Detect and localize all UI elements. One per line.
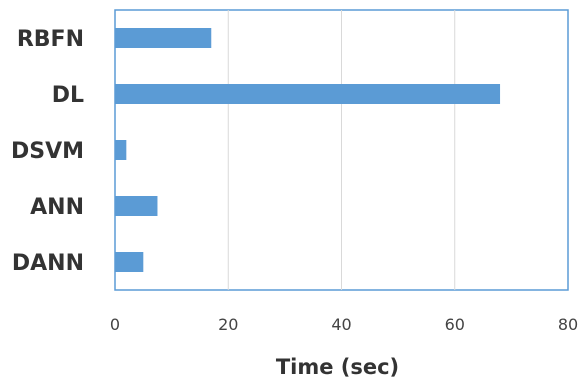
grid-lines <box>227 10 456 290</box>
category-label-dsvm: DSVM <box>11 139 84 164</box>
x-tick-label: 0 <box>110 315 120 334</box>
x-tick-label: 80 <box>558 315 578 334</box>
category-label-dl: DL <box>52 83 84 108</box>
x-tick-labels: 0 20 40 60 80 <box>110 315 578 334</box>
x-tick-label: 40 <box>331 315 351 334</box>
bar-dann <box>115 252 144 272</box>
category-labels: RBFN DL DSVM ANN DANN <box>11 27 84 276</box>
category-label-ann: ANN <box>30 195 84 220</box>
bar-dl <box>115 84 501 104</box>
bar-rbfn <box>115 28 212 48</box>
bar-ann <box>115 196 158 216</box>
x-tick-label: 60 <box>445 315 465 334</box>
x-axis-title: Time (sec) <box>276 355 399 379</box>
category-label-rbfn: RBFN <box>17 27 84 52</box>
category-label-dann: DANN <box>12 251 84 276</box>
bar-dsvm <box>115 140 127 160</box>
x-tick-label: 20 <box>218 315 238 334</box>
bars <box>115 28 501 272</box>
